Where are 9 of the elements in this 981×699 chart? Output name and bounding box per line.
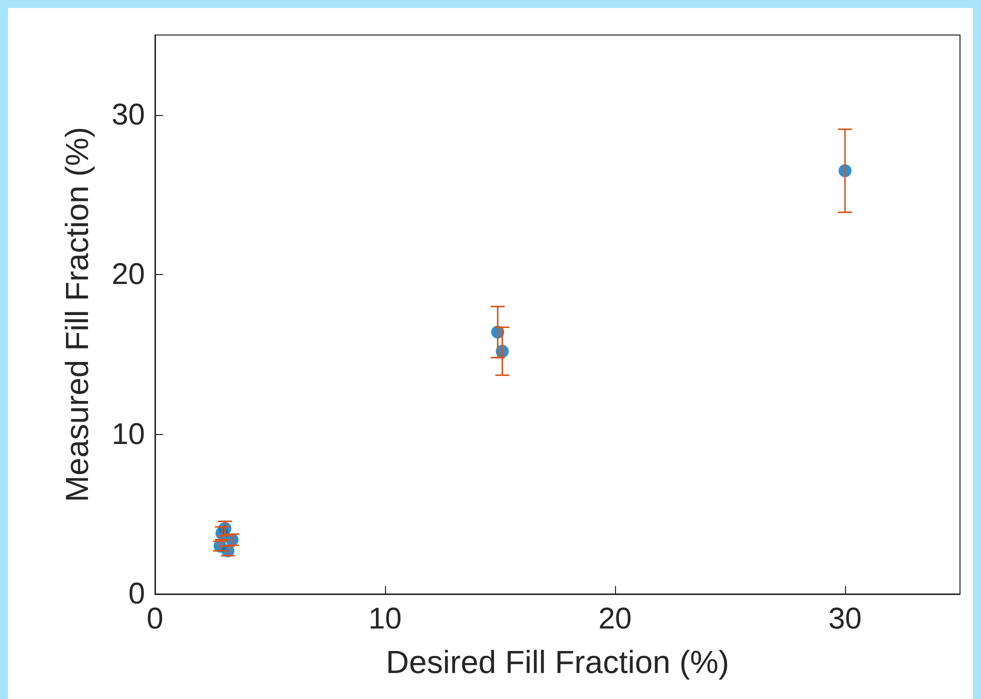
x-axis-title: Desired Fill Fraction (%) — [386, 644, 730, 680]
x-tick-label: 20 — [598, 602, 632, 636]
y-axis-title: Measured Fill Fraction (%) — [59, 126, 95, 502]
y-tick-label: 10 — [112, 418, 145, 451]
x-tick-label: 30 — [828, 602, 862, 636]
y-tick-label: 30 — [112, 98, 145, 132]
y-tick-label: 0 — [128, 578, 145, 610]
x-tick-label: 10 — [368, 602, 402, 636]
y-tick-label: 20 — [112, 258, 145, 292]
